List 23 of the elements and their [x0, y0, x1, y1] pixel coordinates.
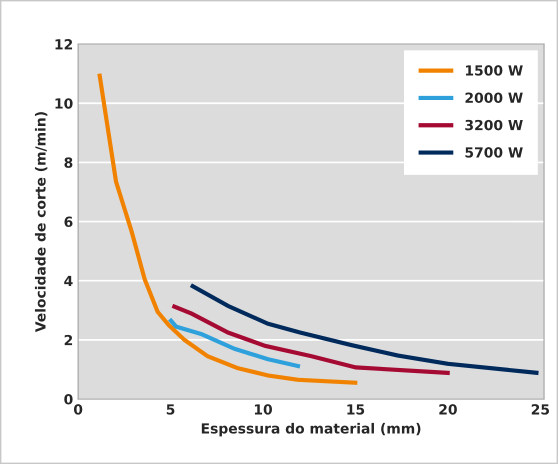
line-series	[170, 304, 452, 376]
y-axis-title: Velocidade de corte (m/min)	[34, 112, 48, 332]
y-tick-label: 2	[64, 334, 72, 346]
legend-label: 1500 W	[466, 65, 523, 76]
x-tick-label: 5	[166, 404, 174, 415]
legend-label: 3200 W	[465, 120, 523, 130]
legend-label: 5700 W	[465, 147, 523, 158]
y-tick-label: 8	[64, 157, 72, 168]
x-axis-title: Espessura do material (mm)	[202, 422, 420, 436]
x-tick-label: 25	[532, 404, 550, 415]
y-tick-label: 6	[64, 216, 73, 228]
line-series	[168, 317, 302, 369]
y-tick-label: 12	[56, 39, 72, 50]
y-tick-label: 4	[64, 276, 73, 286]
x-tick-label: 10	[254, 404, 272, 415]
x-tick-label: 20	[439, 404, 457, 415]
x-tick-label: 15	[347, 404, 364, 415]
line-series	[188, 283, 541, 376]
x-tick-label: 0	[74, 404, 82, 415]
line-series	[97, 72, 360, 385]
legend-label: 2000 W	[466, 92, 523, 103]
y-tick-label: 0	[64, 394, 73, 405]
y-tick-label: 10	[56, 98, 73, 109]
